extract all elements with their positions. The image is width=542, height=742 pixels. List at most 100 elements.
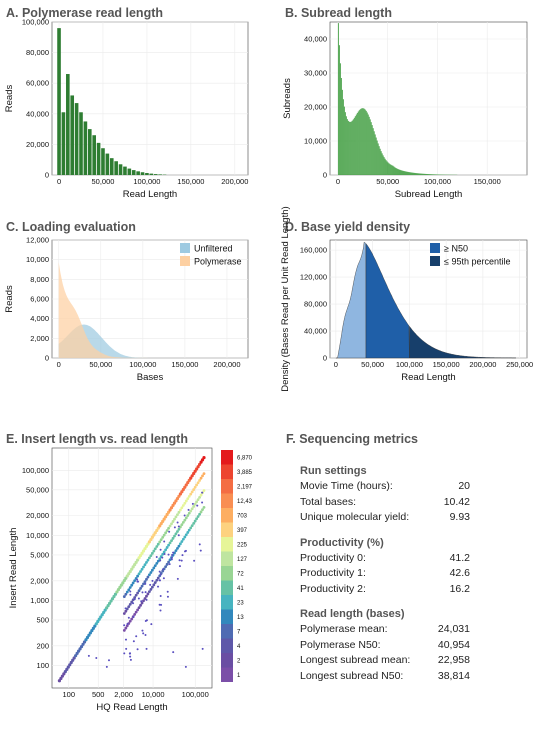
y-tick-label: 100 [36,661,49,670]
histogram-bar [369,119,371,175]
density-point [91,626,95,630]
histogram-bar [354,116,356,175]
histogram-bar [395,168,397,175]
density-point [140,584,144,588]
density-point [144,544,149,548]
histogram-bar [410,172,412,175]
metric-label: Unique molecular yield: [300,511,410,523]
density-point [105,606,109,610]
y-tick-label: 0 [45,171,49,180]
y-tick-label: 5,000 [30,550,49,559]
density-point [180,490,184,494]
density-point [136,608,140,612]
metric-value: 10.42 [443,495,470,508]
colorbar-label: 12,43 [237,499,253,505]
histogram-bar [418,173,420,175]
density-point [145,594,148,598]
density-point [122,595,126,598]
density-point [148,573,151,577]
density-point [196,465,200,469]
density-point [201,474,204,478]
histogram-bar [393,166,395,175]
y-tick-label: 4,000 [30,314,49,323]
histogram-bar [382,155,384,175]
density-point [85,635,90,640]
metric-row: Unique molecular yield: 9.93 [300,510,470,526]
legend-label: ≤ 95th percentile [444,257,510,267]
density-point [164,531,168,535]
density-point [148,556,151,560]
density-point [93,624,97,628]
outlier-point [135,635,138,638]
metric-value: 20 [458,480,470,492]
density-point [190,490,194,494]
density-point [166,510,171,514]
density-point [190,507,194,511]
colorbar-label: 3,885 [237,470,253,476]
density-point [198,512,201,516]
density-point [150,585,154,589]
metric-label: Total bases: [300,495,357,508]
metric-value: 41.2 [449,551,470,564]
outlier-point [132,602,135,605]
y-tick-label: 120,000 [300,273,327,282]
density-point [193,502,197,506]
y-tick-label: 6,000 [30,295,49,304]
density-point [142,599,145,603]
outlier-point [145,647,148,650]
outlier-point [193,559,196,562]
outlier-point [167,553,170,556]
histogram-bar [383,157,385,175]
outlier-point [166,590,169,593]
histogram-bar [435,174,437,175]
x-tick-label: 250,000 [506,360,533,369]
histogram-bar [374,134,376,175]
histogram-bar [353,117,355,175]
density-point [161,569,165,573]
density-point [59,676,63,681]
histogram-bar [105,153,110,175]
density-point [165,562,169,566]
density-point [75,651,79,656]
histogram-bar [378,146,380,175]
histogram-bar [66,74,70,175]
density-point [168,524,172,528]
colorbar-label: 397 [237,528,248,534]
outlier-point [191,502,194,505]
outlier-point [170,558,173,561]
outlier-point [140,600,143,603]
density-point [97,617,101,621]
density-point [164,548,168,552]
outlier-point [132,640,135,643]
density-point [133,596,137,599]
density-point [173,517,176,521]
x-tick-label: 100,000 [129,360,156,369]
x-axis-label: Subread Length [395,189,463,200]
density-point [167,560,170,564]
density-point [149,587,153,591]
density-point [146,542,150,546]
outlier-point [163,552,166,555]
histogram-bar [399,169,401,175]
histogram-bar [367,114,369,175]
density-point [139,603,142,607]
density-point [180,540,184,543]
density-point [186,531,190,534]
density-point [156,526,160,530]
n50-area [365,243,410,359]
y-axis-label: Insert Read Length [8,528,19,609]
outlier-point [159,594,162,597]
outlier-point [168,530,171,533]
y-tick-label: 0 [45,354,49,363]
histogram-bar [417,173,419,175]
y-tick-label: 10,000 [26,255,49,264]
outlier-point [178,559,181,562]
outlier-point [173,526,176,529]
y-tick-label: 30,000 [304,69,327,78]
colorbar-label: 1 [237,673,241,679]
density-point [137,589,141,593]
legend-swatch [430,256,440,266]
outlier-point [162,577,165,580]
legend-label: ≥ N50 [444,244,468,254]
x-tick-label: 150,000 [171,360,198,369]
